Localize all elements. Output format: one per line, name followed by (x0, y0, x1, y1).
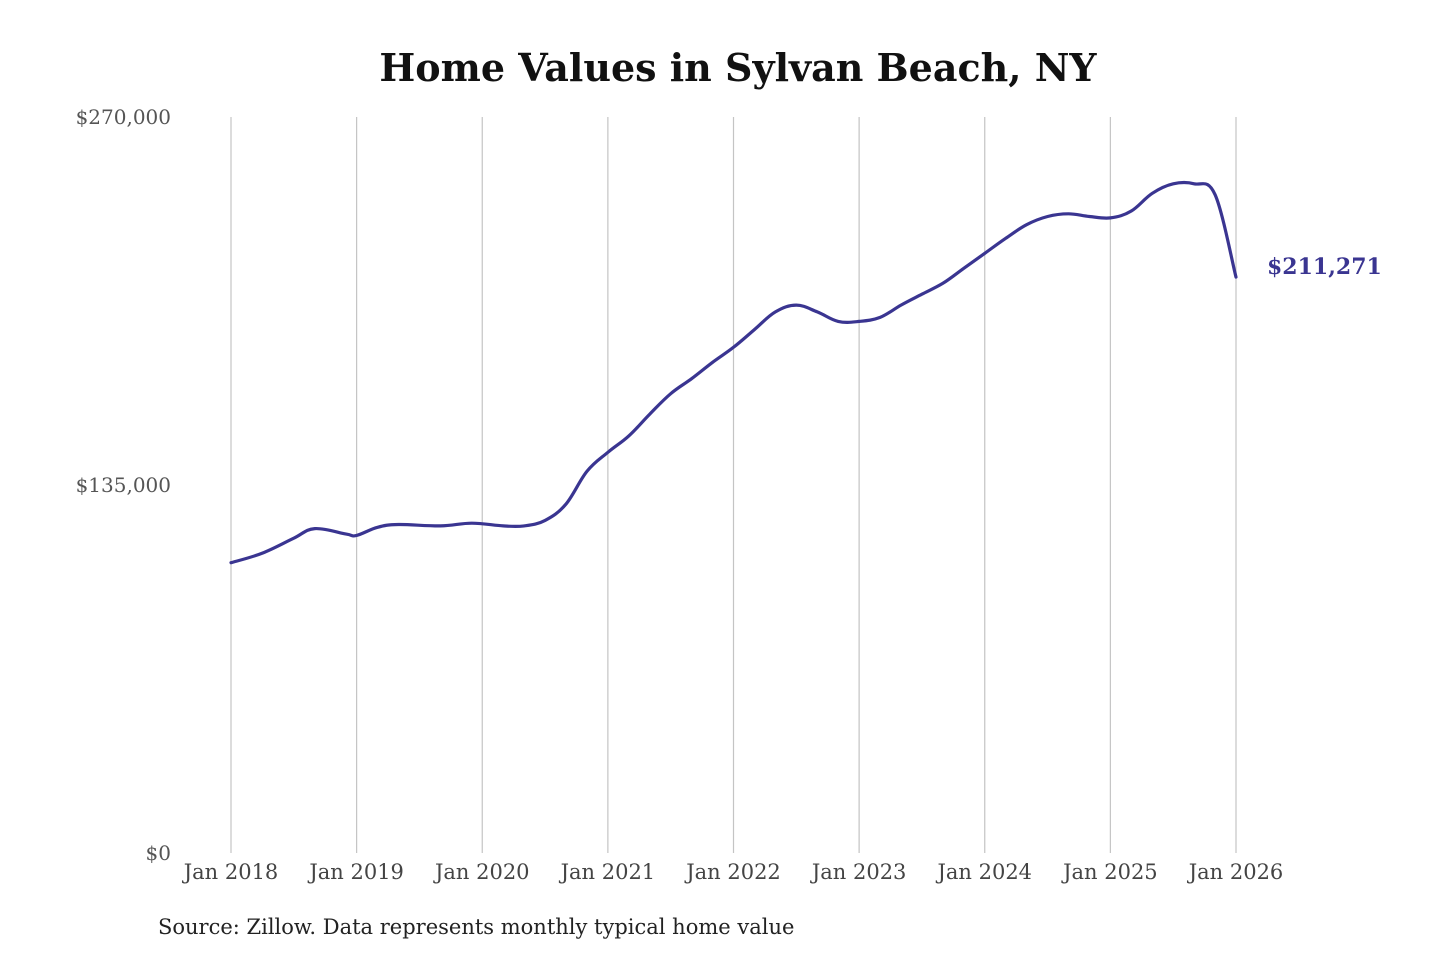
y-tick-label: $135,000 (76, 473, 171, 497)
x-axis-ticks: Jan 2018 Jan 2019 Jan 2020 Jan 2021 Jan 2022… (182, 860, 1284, 884)
chart-title: Home Values in Sylvan Beach, NY (379, 45, 1097, 90)
x-tick-label: Jan 2024 (935, 860, 1032, 884)
end-value-label: $211,271 (1267, 254, 1382, 280)
x-tick-label: Jan 2020 (433, 860, 530, 884)
x-tick-label: Jan 2019 (307, 860, 404, 884)
y-axis-ticks: $270,000 $135,000 $0 (76, 105, 171, 865)
series-line (229, 180, 1238, 565)
y-tick-label: $0 (146, 841, 171, 865)
x-tick-label: Jan 2023 (810, 860, 907, 884)
x-tick-label: Jan 2025 (1061, 860, 1158, 884)
grid-layer (230, 117, 1237, 853)
y-tick-label: $270,000 (76, 105, 171, 129)
source-note: Source: Zillow. Data represents monthly … (158, 915, 795, 939)
x-tick-label: Jan 2022 (684, 860, 781, 884)
x-tick-label: Jan 2018 (182, 860, 279, 884)
x-tick-label: Jan 2026 (1187, 860, 1284, 884)
x-tick-label: Jan 2021 (559, 860, 656, 884)
